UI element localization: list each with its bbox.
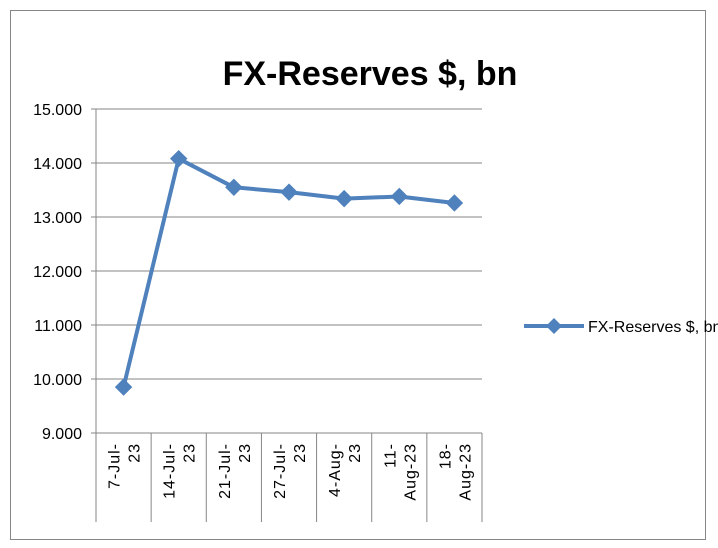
data-point-marker — [225, 178, 243, 197]
x-tick-label-line: 11- — [382, 443, 399, 468]
y-axis-tick-labels: 9.000 10.000 11.000 12.000 13.000 14.000 15.00… — [33, 102, 82, 443]
data-point-marker — [280, 183, 298, 201]
x-tick-label: 14-Jul- 23 — [162, 443, 199, 499]
y-tick-label: 10.000 — [33, 372, 82, 389]
y-tick-label: 9.000 — [42, 426, 82, 443]
x-tick-label-line: Aug-23 — [457, 443, 474, 501]
legend-marker-swatch — [546, 318, 562, 334]
legend-label: FX-Reserves $, bn — [588, 319, 718, 336]
y-tick-label: 13.000 — [33, 210, 82, 227]
x-tick-label-line: Aug-23 — [402, 443, 419, 501]
x-tick-label-line: 14-Jul- — [162, 443, 179, 499]
gridlines — [96, 108, 482, 380]
x-tick-label-line: 23 — [127, 443, 144, 463]
series-layer — [114, 149, 464, 396]
x-tick-label-line: 4-Aug- — [327, 443, 344, 497]
chart-title: FX-Reserves $, bn — [223, 55, 518, 93]
x-tick-label: 21-Jul- 23 — [217, 443, 254, 499]
data-point-marker — [335, 189, 353, 208]
x-tick-label-line: 23 — [182, 443, 199, 463]
y-tick-label: 11.000 — [34, 318, 82, 335]
x-tick-label: 4-Aug- 23 — [327, 443, 364, 497]
data-point-marker — [114, 378, 133, 396]
x-tick-label-line: 21-Jul- — [217, 443, 234, 499]
x-tick-label-line: 7-Jul- — [107, 443, 124, 489]
x-tick-label-line: 23 — [347, 443, 364, 463]
data-point-marker — [170, 149, 188, 168]
axes — [91, 108, 483, 522]
x-tick-label-line: 23 — [292, 443, 309, 463]
x-tick-label-line: 27-Jul- — [272, 443, 289, 499]
data-point-marker — [445, 194, 464, 212]
y-tick-label: 12.000 — [33, 264, 82, 281]
x-tick-label: 18- Aug-23 — [437, 443, 474, 501]
x-tick-label-line: 18- — [437, 443, 454, 469]
x-tick-label-line: 23 — [237, 443, 254, 463]
x-tick-label: 7-Jul- 23 — [107, 443, 144, 489]
data-point-marker — [390, 187, 408, 206]
y-tick-label: 14.000 — [33, 156, 82, 173]
y-tick-label: 15.000 — [33, 102, 82, 119]
legend: FX-Reserves $, bn — [524, 318, 718, 336]
x-tick-label: 11- Aug-23 — [382, 443, 419, 501]
x-axis-tick-labels: 7-Jul- 23 14-Jul- 23 21-Jul- 23 27-Jul- 23 4-Aug… — [107, 443, 475, 501]
chart-frame — [10, 10, 706, 540]
x-tick-label: 27-Jul- 23 — [272, 443, 309, 499]
